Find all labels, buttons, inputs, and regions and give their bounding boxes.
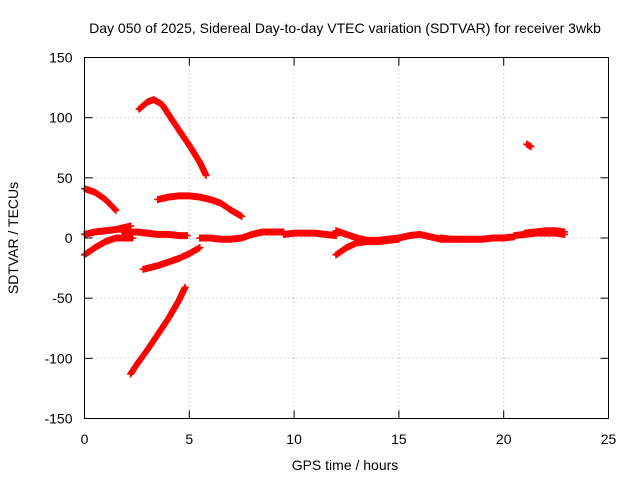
data-point	[111, 205, 119, 213]
data-marks	[81, 96, 568, 378]
series-arc-7	[81, 222, 135, 238]
y-tick-label: 50	[57, 170, 73, 186]
series-arc-10	[280, 229, 340, 240]
y-tick-label: 150	[49, 50, 73, 66]
series-arc-3	[154, 192, 246, 220]
series-arc-8	[118, 228, 191, 240]
series-arc-6	[81, 234, 137, 259]
data-point	[527, 143, 535, 151]
y-tick-label: 0	[65, 230, 73, 246]
axis-ticks: 0 5 10 15 20 25 -150 -100 -50 0 50 100 150	[44, 50, 616, 448]
series-arc-16	[521, 227, 568, 237]
data-point	[196, 244, 204, 252]
y-axis-label: SDTVAR / TECUs	[5, 182, 21, 294]
x-tick-label: 15	[391, 431, 407, 447]
series-arc-4	[127, 283, 189, 378]
x-tick-label: 20	[496, 431, 512, 447]
x-tick-label: 5	[185, 431, 193, 447]
y-tick-label: -150	[44, 411, 72, 427]
data-point	[127, 222, 135, 230]
y-tick-label: -50	[52, 290, 72, 306]
series-arc-14	[437, 233, 518, 243]
chart-title: Day 050 of 2025, Sidereal Day-to-day VTE…	[89, 20, 601, 36]
series-arc-17	[523, 140, 535, 151]
x-tick-label: 10	[286, 431, 302, 447]
data-point	[112, 206, 120, 214]
data-point	[238, 212, 246, 220]
y-tick-label: 100	[49, 110, 73, 126]
data-point	[129, 234, 137, 242]
data-point	[181, 283, 189, 291]
x-axis-label: GPS time / hours	[292, 457, 399, 473]
series-arc-2	[135, 96, 210, 179]
x-tick-label: 0	[81, 431, 89, 447]
series-arc-5	[139, 244, 204, 273]
data-point	[560, 228, 568, 236]
series-arc-1	[81, 185, 120, 214]
y-tick-label: -100	[44, 350, 72, 366]
data-point	[183, 232, 191, 240]
x-tick-label: 25	[601, 431, 617, 447]
data-point	[202, 171, 210, 179]
